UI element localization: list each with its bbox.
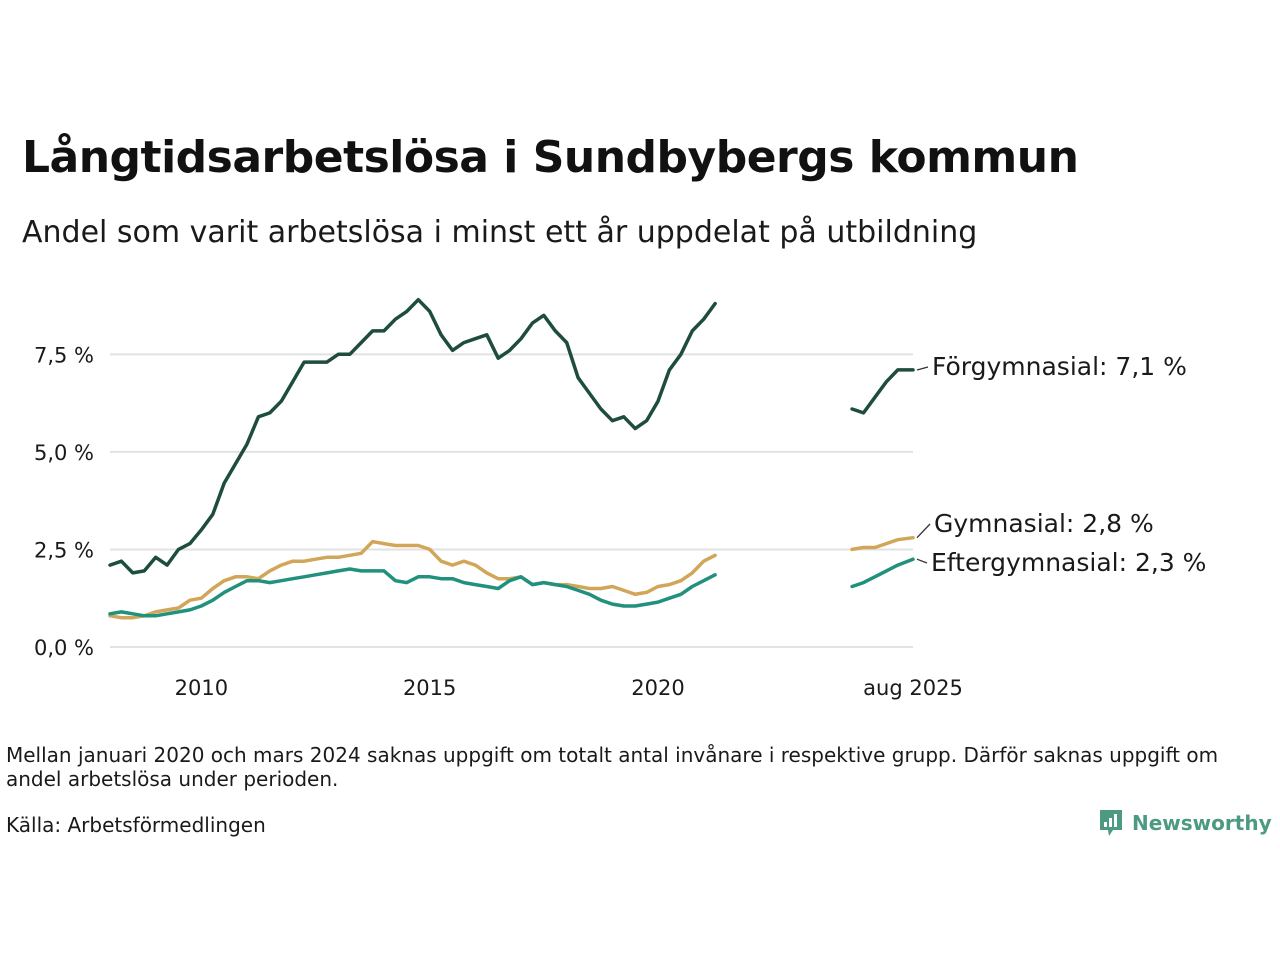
series-line-gymnasial: [850, 535, 915, 552]
source-note: Källa: Arbetsförmedlingen: [6, 813, 266, 837]
end-label-leader: [916, 523, 931, 539]
x-tick-label: 2015: [403, 676, 456, 700]
y-tick-label: 5,0 %: [34, 441, 94, 465]
end-label-gymnasial: Gymnasial: 2,8 %: [934, 509, 1154, 538]
gridlines: [110, 353, 913, 648]
y-tick-label: 7,5 %: [34, 343, 94, 367]
series-line-förgymnasial: [108, 297, 717, 575]
footnote: Mellan januari 2020 och mars 2024 saknas…: [6, 743, 1219, 791]
newsworthy-icon: [1100, 810, 1122, 836]
x-tick-label: 2010: [175, 676, 228, 700]
y-axis: 0,0 % 2,5 % 5,0 % 7,5 %: [34, 343, 94, 660]
end-label-eftergymnasial: Eftergymnasial: 2,3 %: [931, 548, 1206, 577]
series-lines: [108, 297, 915, 620]
y-tick-label: 2,5 %: [34, 538, 94, 562]
line-chart: 0,0 % 2,5 % 5,0 % 7,5 % 2010 2015 2020 aug 202…: [34, 297, 1206, 700]
end-label-leader: [916, 558, 928, 564]
x-axis: 2010 2015 2020 aug 2025: [175, 676, 963, 700]
series-line-eftergymnasial: [850, 557, 915, 589]
chart-title: Långtidsarbetslösa i Sundbybergs kommun: [22, 132, 1079, 183]
series-line-eftergymnasial: [108, 567, 717, 618]
series-line-gymnasial: [108, 539, 717, 620]
y-tick-label: 0,0 %: [34, 636, 94, 660]
newsworthy-logo[interactable]: Newsworthy: [1098, 808, 1272, 838]
series-line-förgymnasial: [850, 368, 915, 415]
end-label-leader: [916, 366, 929, 371]
end-label-förgymnasial: Förgymnasial: 7,1 %: [932, 352, 1187, 381]
end-labels: Förgymnasial: 7,1 % Gymnasial: 2,8 % Efter…: [916, 352, 1206, 577]
chart-subtitle: Andel som varit arbetslösa i minst ett å…: [22, 215, 978, 250]
x-tick-label: 2020: [631, 676, 684, 700]
newsworthy-wordmark: Newsworthy: [1132, 811, 1272, 835]
x-tick-label: aug 2025: [863, 676, 963, 700]
